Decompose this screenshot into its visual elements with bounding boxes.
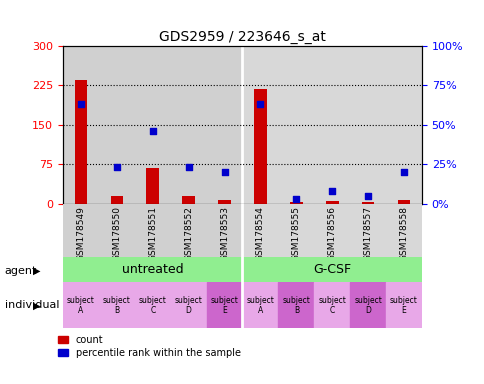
Bar <box>218 200 230 204</box>
Bar <box>206 204 242 257</box>
Bar <box>278 282 314 328</box>
Text: ▶: ▶ <box>33 266 40 276</box>
Bar <box>242 204 278 257</box>
Point <box>256 101 264 108</box>
Point <box>328 188 335 194</box>
Point <box>149 128 156 134</box>
Text: GSM178558: GSM178558 <box>399 206 408 261</box>
Bar <box>242 282 278 328</box>
Bar <box>289 202 302 204</box>
Bar <box>110 196 123 204</box>
Legend: count, percentile rank within the sample: count, percentile rank within the sample <box>58 335 240 358</box>
Text: GSM178551: GSM178551 <box>148 206 157 261</box>
Bar <box>135 282 170 328</box>
Bar <box>135 46 170 204</box>
Point <box>113 164 121 170</box>
Point <box>77 101 85 108</box>
Bar <box>135 204 170 257</box>
Text: GSM178554: GSM178554 <box>256 206 264 261</box>
Text: untreated: untreated <box>121 263 183 276</box>
Text: individual: individual <box>5 300 59 310</box>
Bar <box>63 257 242 282</box>
Bar <box>206 46 242 204</box>
Bar <box>349 204 385 257</box>
Bar <box>385 204 421 257</box>
Text: GSM178557: GSM178557 <box>363 206 372 261</box>
Bar <box>63 46 99 204</box>
Bar <box>99 46 135 204</box>
Bar <box>278 204 314 257</box>
Point <box>363 193 371 199</box>
Bar <box>170 204 206 257</box>
Bar <box>242 257 421 282</box>
Bar <box>397 200 409 204</box>
Text: subject
C: subject C <box>138 296 166 315</box>
Bar <box>314 46 349 204</box>
Bar <box>99 204 135 257</box>
Bar <box>206 282 242 328</box>
Text: subject
E: subject E <box>210 296 238 315</box>
Text: subject
E: subject E <box>389 296 417 315</box>
Bar <box>242 46 278 204</box>
Text: G-CSF: G-CSF <box>313 263 350 276</box>
Bar <box>314 282 349 328</box>
Bar <box>63 282 99 328</box>
Point <box>220 169 228 175</box>
Text: ▶: ▶ <box>33 300 40 310</box>
Text: subject
B: subject B <box>103 296 131 315</box>
Text: subject
D: subject D <box>353 296 381 315</box>
Point <box>399 169 407 175</box>
Bar <box>146 168 159 204</box>
Bar <box>254 89 266 204</box>
Bar <box>385 46 421 204</box>
Text: subject
D: subject D <box>174 296 202 315</box>
Bar <box>170 282 206 328</box>
Bar <box>182 196 195 204</box>
Bar <box>325 201 338 204</box>
Text: GSM178550: GSM178550 <box>112 206 121 261</box>
Text: GSM178549: GSM178549 <box>76 206 85 261</box>
Bar <box>314 204 349 257</box>
Text: GSM178556: GSM178556 <box>327 206 336 261</box>
Text: GSM178552: GSM178552 <box>184 206 193 261</box>
Bar <box>63 204 99 257</box>
Bar <box>361 202 374 204</box>
Text: subject
B: subject B <box>282 296 310 315</box>
Text: subject
A: subject A <box>67 296 95 315</box>
Bar <box>75 80 87 204</box>
Text: GSM178555: GSM178555 <box>291 206 300 261</box>
Point <box>184 164 192 170</box>
Title: GDS2959 / 223646_s_at: GDS2959 / 223646_s_at <box>159 30 325 44</box>
Text: subject
A: subject A <box>246 296 274 315</box>
Bar <box>170 46 206 204</box>
Bar <box>278 46 314 204</box>
Bar <box>349 46 385 204</box>
Point <box>292 196 300 202</box>
Bar <box>349 282 385 328</box>
Text: subject
C: subject C <box>318 296 346 315</box>
Bar <box>385 282 421 328</box>
Text: GSM178553: GSM178553 <box>220 206 228 261</box>
Bar <box>99 282 135 328</box>
Text: agent: agent <box>5 266 37 276</box>
